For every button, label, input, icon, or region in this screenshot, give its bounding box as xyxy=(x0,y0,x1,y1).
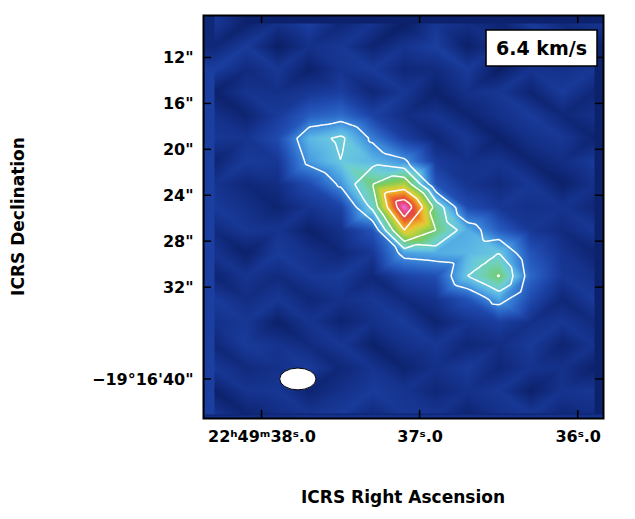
svg-text:37ˢ.0: 37ˢ.0 xyxy=(397,427,443,446)
svg-text:16": 16" xyxy=(163,94,194,113)
svg-text:ICRS Declination: ICRS Declination xyxy=(8,137,28,296)
svg-text:24": 24" xyxy=(163,186,194,205)
svg-text:28": 28" xyxy=(163,232,194,251)
svg-text:36ˢ.0: 36ˢ.0 xyxy=(555,427,601,446)
svg-text:6.4 km/s: 6.4 km/s xyxy=(496,37,587,59)
svg-text:22ʰ49ᵐ38ˢ.0: 22ʰ49ᵐ38ˢ.0 xyxy=(208,427,316,446)
svg-text:12": 12" xyxy=(163,48,194,67)
svg-text:−19°16'40": −19°16'40" xyxy=(92,370,193,389)
svg-text:32": 32" xyxy=(163,278,194,297)
svg-text:20": 20" xyxy=(163,140,194,159)
svg-text:ICRS Right Ascension: ICRS Right Ascension xyxy=(301,487,505,507)
